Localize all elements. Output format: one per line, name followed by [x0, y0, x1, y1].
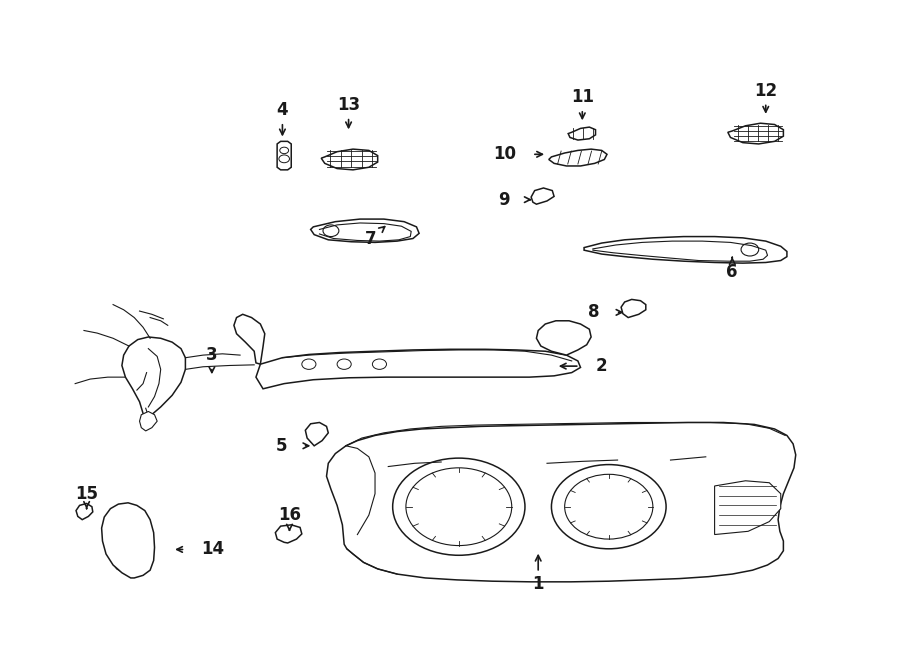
- Text: 9: 9: [499, 190, 510, 209]
- Text: 2: 2: [596, 357, 608, 375]
- Text: 10: 10: [493, 145, 517, 163]
- Polygon shape: [277, 141, 292, 170]
- Polygon shape: [531, 188, 554, 204]
- Polygon shape: [122, 337, 185, 422]
- Polygon shape: [728, 123, 783, 144]
- Polygon shape: [327, 422, 796, 582]
- Polygon shape: [584, 237, 787, 263]
- Polygon shape: [305, 422, 328, 446]
- Text: 11: 11: [571, 89, 594, 106]
- Text: 12: 12: [754, 82, 778, 100]
- Text: 13: 13: [337, 96, 360, 114]
- Text: 15: 15: [75, 485, 98, 503]
- Text: 4: 4: [276, 101, 288, 119]
- Polygon shape: [140, 411, 158, 431]
- Polygon shape: [234, 315, 265, 364]
- Polygon shape: [310, 219, 419, 243]
- Text: 3: 3: [206, 346, 218, 364]
- Polygon shape: [76, 504, 93, 520]
- Polygon shape: [256, 349, 580, 389]
- Polygon shape: [321, 149, 378, 170]
- Text: 1: 1: [533, 576, 544, 594]
- Text: 6: 6: [726, 263, 738, 281]
- Circle shape: [552, 465, 666, 549]
- Circle shape: [392, 458, 525, 555]
- Text: 14: 14: [202, 541, 224, 559]
- Polygon shape: [275, 525, 302, 543]
- Polygon shape: [536, 321, 591, 355]
- Text: 8: 8: [589, 303, 600, 321]
- Polygon shape: [568, 127, 596, 140]
- Polygon shape: [621, 299, 646, 317]
- Text: 5: 5: [275, 437, 287, 455]
- Polygon shape: [715, 481, 781, 535]
- Polygon shape: [102, 503, 155, 578]
- Text: 7: 7: [364, 229, 376, 247]
- Polygon shape: [549, 149, 607, 166]
- Text: 16: 16: [278, 506, 301, 524]
